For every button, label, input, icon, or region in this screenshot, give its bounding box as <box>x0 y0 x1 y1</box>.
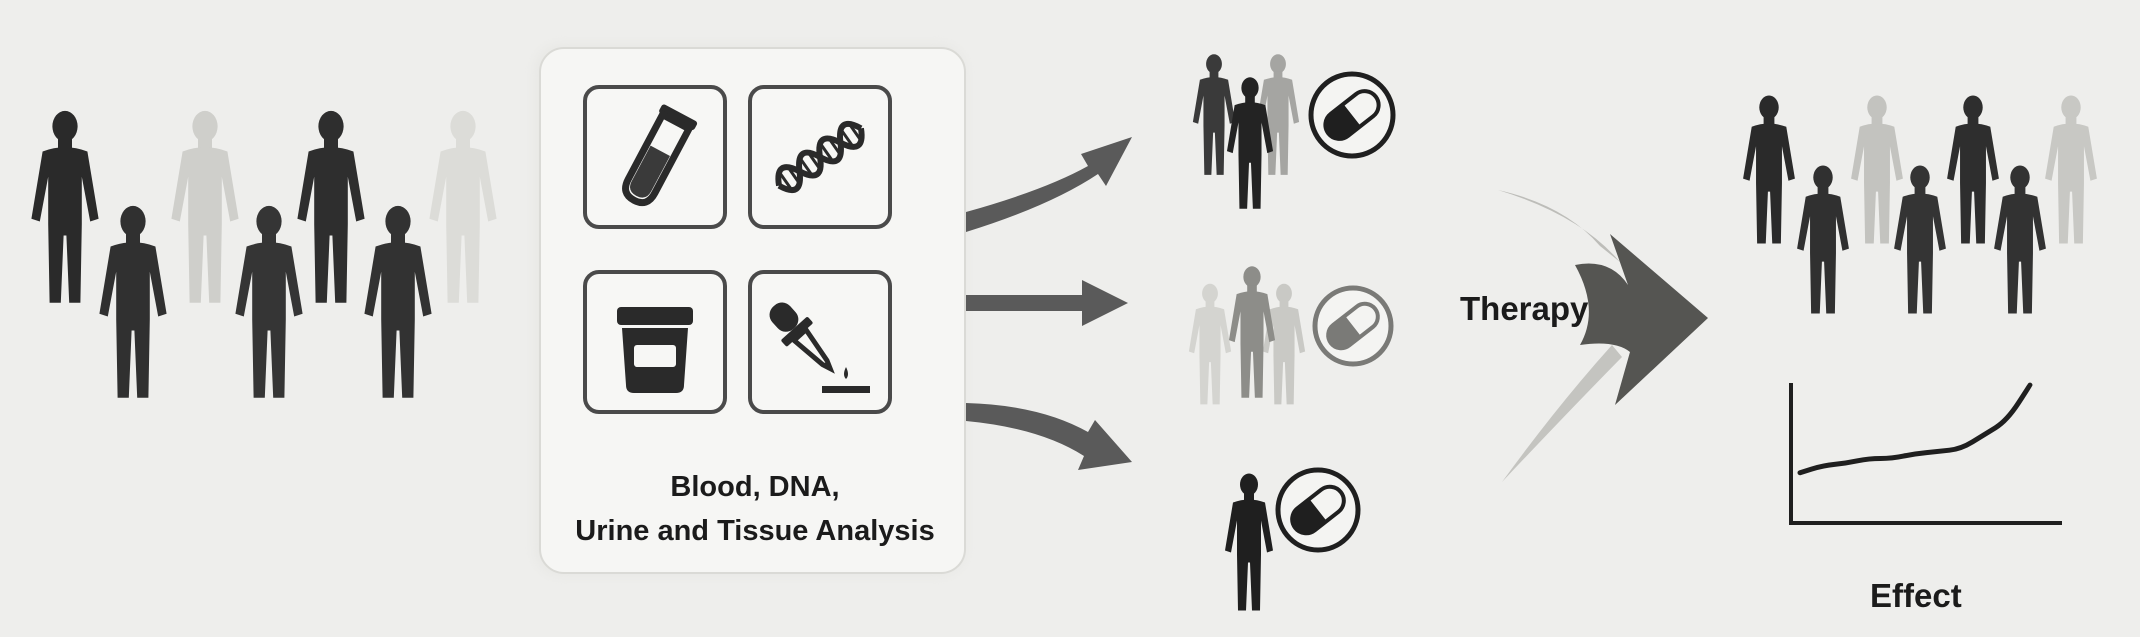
dna-tile <box>748 85 892 229</box>
person-figure <box>1797 165 1849 314</box>
person-figure <box>2045 95 2097 244</box>
person-figure <box>1188 283 1232 405</box>
pill-icon <box>1323 89 1381 141</box>
person-figure <box>171 110 239 303</box>
population-group <box>31 110 497 398</box>
effect-line <box>1797 382 2033 476</box>
effect-label: Effect <box>1870 577 1962 614</box>
arrow-upper <box>966 137 1132 232</box>
test-tube-tile <box>583 85 727 229</box>
person-figure <box>1851 95 1903 244</box>
person-figure <box>364 205 432 398</box>
person-figure <box>429 110 497 303</box>
person-figure <box>31 110 99 303</box>
treated-population-group <box>1743 95 2097 314</box>
stratification-arrows <box>966 137 1132 470</box>
person-figure <box>1192 54 1236 175</box>
dropper-icon <box>769 302 870 393</box>
person-figure <box>1225 473 1273 611</box>
patient-subgroup-3 <box>1225 467 1361 611</box>
pill-icon <box>1290 484 1346 536</box>
analysis-label: Blood, DNA, Urine and Tissue Analysis <box>575 465 935 553</box>
test-tube-icon <box>622 104 698 207</box>
person-figure <box>1262 283 1306 405</box>
patient-subgroup-2 <box>1188 266 1394 405</box>
dropper-tile <box>748 270 892 414</box>
urine-container-icon <box>617 307 693 393</box>
person-figure <box>1894 165 1946 314</box>
person-figure <box>1947 95 1999 244</box>
dna-icon <box>775 120 865 194</box>
patient-subgroup-1 <box>1192 54 1396 209</box>
person-figure <box>1228 266 1276 398</box>
person-figure <box>1994 165 2046 314</box>
person-figure <box>297 110 365 303</box>
person-figure <box>1743 95 1795 244</box>
analysis-label-line-2: Urine and Tissue Analysis <box>575 515 935 547</box>
person-figure <box>99 205 167 398</box>
analysis-label-line-1: Blood, DNA, <box>670 471 840 503</box>
person-figure <box>235 205 303 398</box>
effect-chart <box>1789 382 2062 525</box>
arrow-lower <box>966 403 1132 470</box>
urine-tile <box>583 270 727 414</box>
therapy-label: Therapy <box>1460 290 1589 327</box>
arrow-middle <box>966 280 1128 326</box>
therapy-arrow <box>1498 190 1708 482</box>
pill-icon <box>1326 301 1380 351</box>
